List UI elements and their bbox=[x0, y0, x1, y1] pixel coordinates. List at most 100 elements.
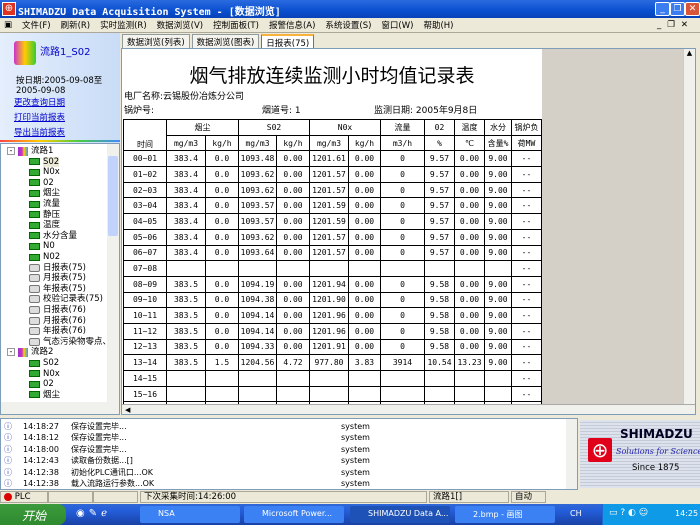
log-row[interactable]: ⓘ 14:12:38 初始化PLC通讯口...OK system bbox=[1, 466, 566, 478]
table-row: 15~16 -- bbox=[123, 385, 542, 403]
tree-item[interactable]: N02 bbox=[29, 252, 60, 262]
tab-browse-list[interactable]: 数据浏览(列表) bbox=[122, 34, 190, 48]
collapse-icon[interactable]: - bbox=[7, 348, 15, 357]
table-cell: 03~04 bbox=[123, 197, 167, 215]
menu-settings[interactable]: 系统设置(S) bbox=[325, 21, 372, 31]
table-cell: 9.57 bbox=[424, 244, 455, 262]
tab-daily-report[interactable]: 日报表(75) bbox=[261, 34, 315, 49]
report-horizontal-scrollbar[interactable]: ◀ bbox=[122, 404, 695, 414]
log-scrollbar[interactable] bbox=[566, 419, 577, 489]
log-row[interactable]: ⓘ 14:12:43 读取备份数据...[] system bbox=[1, 455, 566, 467]
export-report-link[interactable]: 导出当前报表 bbox=[14, 128, 66, 138]
menu-refresh[interactable]: 刷新(R) bbox=[60, 21, 91, 31]
tree-item-label: 静压 bbox=[43, 209, 61, 220]
table-cell: 0 bbox=[380, 307, 425, 324]
tray-icons[interactable]: ▭ ? ◐ ☺ bbox=[609, 508, 649, 518]
tree-item[interactable]: 水分含量 bbox=[29, 231, 77, 241]
tree-item[interactable]: - 流路1 bbox=[7, 146, 53, 156]
tree-item[interactable]: 02 bbox=[29, 379, 54, 389]
table-cell: 1201.59 bbox=[309, 213, 349, 230]
tree-item[interactable]: 校验记录表(75) bbox=[29, 294, 103, 304]
start-button[interactable]: 开始 bbox=[0, 504, 66, 525]
tree-item[interactable]: N0 bbox=[29, 241, 55, 251]
log-message: 初始化PLC通讯口...OK bbox=[71, 467, 154, 477]
scroll-left-icon[interactable]: ◀ bbox=[125, 406, 131, 414]
tree-item[interactable]: 烟尘 bbox=[29, 188, 60, 198]
tree-item[interactable]: 02 bbox=[29, 178, 54, 188]
mdi-controls[interactable]: _❐✕ bbox=[657, 20, 694, 30]
table-cell: 9.00 bbox=[484, 322, 512, 340]
tree-item[interactable]: 月报表(76) bbox=[29, 316, 86, 326]
table-cell: 1201.94 bbox=[309, 275, 349, 293]
close-button[interactable]: ✕ bbox=[685, 2, 700, 16]
tree-item[interactable]: 日报表(76) bbox=[29, 305, 86, 315]
col-so2: S02 bbox=[238, 119, 310, 136]
app-icon[interactable]: ⊕ bbox=[2, 2, 16, 16]
report-vertical-scrollbar[interactable]: ▲ bbox=[683, 49, 695, 404]
table-cell: 0.00 bbox=[348, 322, 381, 340]
table-cell: 1201.57 bbox=[309, 166, 349, 183]
table-cell bbox=[309, 370, 349, 387]
task-paint[interactable]: 2.bmp - 画图 bbox=[455, 506, 555, 523]
tree-item-label: 烟尘 bbox=[43, 188, 61, 199]
table-row: 13~14 383.5 1.5 1204.56 4.72 977.80 3.83 3914 10… bbox=[123, 354, 542, 371]
table-cell: 0 bbox=[380, 150, 425, 168]
stream-tree[interactable]: - 流路1 S02 N0x 02 烟尘 流量 静压 温度 水分含量 N0 N02 日报表(75) 月报表(… bbox=[0, 143, 120, 415]
tree-item[interactable]: - 流路2 bbox=[7, 347, 53, 357]
tree-item[interactable]: S02 bbox=[29, 156, 60, 167]
minimize-button[interactable]: _ bbox=[655, 2, 670, 16]
unit-header: mg/m3 bbox=[166, 134, 206, 152]
task-powerpoint[interactable]: Microsoft Power... bbox=[244, 506, 344, 523]
table-cell: 9.00 bbox=[484, 197, 512, 215]
menu-realtime[interactable]: 实时监测(R) bbox=[100, 21, 147, 31]
table-cell: 383.5 bbox=[166, 338, 206, 356]
menu-file[interactable]: 文件(F) bbox=[22, 21, 51, 31]
log-row[interactable]: ⓘ 14:18:12 保存设置完毕... system bbox=[1, 432, 566, 444]
tree-vertical-scrollbar[interactable] bbox=[107, 144, 119, 402]
tree-item[interactable]: 年报表(75) bbox=[29, 284, 86, 294]
table-cell: 3914 bbox=[380, 354, 425, 371]
table-cell bbox=[348, 370, 381, 387]
tree-horizontal-scrollbar[interactable] bbox=[1, 402, 119, 414]
table-cell: 0.00 bbox=[348, 291, 381, 309]
tab-browse-chart[interactable]: 数据浏览(图表) bbox=[191, 34, 260, 48]
table-cell bbox=[166, 385, 206, 403]
collapse-icon[interactable]: - bbox=[7, 147, 15, 155]
scroll-thumb[interactable] bbox=[108, 156, 118, 236]
tree-item[interactable]: 月报表(75) bbox=[29, 273, 86, 283]
menu-alarm[interactable]: 报警信息(A) bbox=[268, 21, 316, 31]
table-cell: 0.00 bbox=[276, 275, 310, 293]
tree-item[interactable]: N0x bbox=[29, 167, 60, 177]
menu-browse[interactable]: 数据浏览(V) bbox=[156, 21, 204, 31]
log-row[interactable]: ⓘ 14:18:27 保存设置完毕... system bbox=[1, 420, 566, 432]
change-date-link[interactable]: 更改查询日期 bbox=[14, 98, 66, 108]
table-cell: 9.00 bbox=[484, 275, 512, 293]
menu-icon[interactable]: ▣ bbox=[4, 20, 13, 30]
tree-item[interactable]: N0x bbox=[29, 369, 60, 379]
tree-item[interactable]: 流量 bbox=[29, 199, 60, 209]
tree-item[interactable]: 年报表(76) bbox=[29, 326, 86, 336]
task-nsa[interactable]: NSA bbox=[140, 506, 240, 523]
scroll-up-icon[interactable]: ▲ bbox=[686, 49, 693, 57]
restore-button[interactable]: ❐ bbox=[670, 2, 685, 16]
menu-window[interactable]: 窗口(W) bbox=[381, 21, 414, 31]
task-shimadzu[interactable]: SHIMADZU Data A... bbox=[350, 506, 450, 523]
tree-item-label: 流路1 bbox=[31, 146, 54, 156]
menu-control-panel[interactable]: 控制面板(T) bbox=[213, 21, 259, 31]
tree-item[interactable]: 日报表(75) bbox=[29, 263, 86, 273]
table-cell: 0 bbox=[380, 197, 425, 215]
log-time: 14:18:27 bbox=[23, 421, 59, 431]
table-row: 14~15 -- bbox=[123, 370, 542, 387]
log-row[interactable]: ⓘ 14:12:38 载入流路运行参数...OK system bbox=[1, 478, 566, 490]
language-indicator[interactable]: CH bbox=[570, 509, 582, 518]
query-panel: 流路1_S02 按日期:2005-09-08至 2005-09-08 更改查询日… bbox=[0, 33, 120, 143]
tree-item[interactable]: 气态污染物零点、 bbox=[29, 337, 111, 347]
tree-item[interactable]: 温度 bbox=[29, 220, 60, 230]
print-report-link[interactable]: 打印当前报表 bbox=[14, 113, 66, 123]
menu-help[interactable]: 帮助(H) bbox=[423, 21, 454, 31]
tree-item[interactable]: S02 bbox=[29, 358, 59, 368]
quick-launch[interactable]: ◉✎ℯ bbox=[76, 508, 112, 519]
tree-item[interactable]: 烟尘 bbox=[29, 390, 60, 400]
log-row[interactable]: ⓘ 14:18:00 保存设置完毕... system bbox=[1, 443, 566, 455]
tree-item[interactable]: 静压 bbox=[29, 210, 60, 220]
